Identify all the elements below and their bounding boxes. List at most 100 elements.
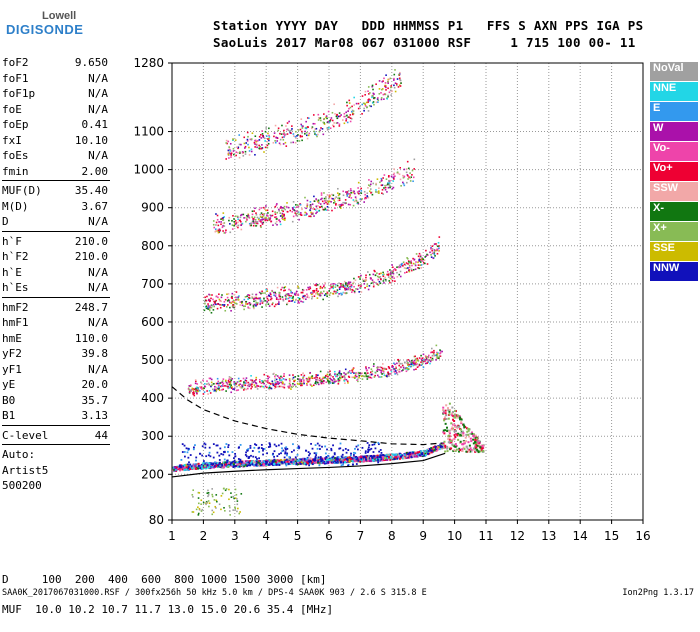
echo-point — [326, 378, 329, 381]
echo-point — [238, 460, 241, 463]
echo-point — [412, 361, 415, 364]
echo-point — [361, 198, 363, 200]
echo-point — [353, 291, 356, 294]
echo-point — [375, 101, 378, 104]
echo-point — [195, 456, 198, 459]
echo-point — [382, 93, 385, 96]
echo-point — [247, 294, 249, 296]
echo-point — [273, 291, 275, 294]
echo-point — [377, 443, 380, 446]
echo-point — [320, 127, 322, 129]
echo-point — [261, 222, 264, 224]
echo-point — [237, 226, 239, 229]
echo-point — [245, 455, 248, 458]
echo-point — [472, 434, 475, 437]
echo-point — [274, 460, 277, 463]
echo-point — [442, 408, 445, 411]
echo-point — [218, 228, 221, 231]
echo-point — [313, 452, 316, 455]
echo-point — [258, 457, 261, 460]
echo-point — [252, 220, 255, 223]
echo-point — [330, 286, 332, 289]
echo-point — [245, 303, 247, 305]
echo-point — [263, 461, 266, 464]
echo-point — [264, 300, 266, 302]
echo-point — [338, 112, 341, 114]
echo-point — [181, 468, 184, 471]
echo-point — [365, 367, 367, 370]
echo-point — [284, 447, 287, 450]
echo-point — [293, 449, 295, 452]
echo-point — [225, 142, 228, 144]
echo-point — [270, 295, 272, 298]
echo-point — [309, 201, 312, 203]
echo-point — [354, 279, 357, 282]
echo-point — [326, 373, 329, 376]
echo-point — [322, 133, 325, 136]
echo-point — [314, 128, 316, 130]
echo-point — [327, 121, 329, 123]
echo-point — [328, 288, 331, 290]
echo-point — [393, 172, 396, 175]
echo-point — [259, 297, 261, 299]
echo-point — [246, 303, 249, 305]
echo-point — [210, 385, 212, 388]
x-tick-label: 10 — [447, 529, 462, 543]
echo-point — [237, 221, 239, 224]
echo-point — [394, 269, 397, 271]
echo-point — [223, 451, 226, 454]
echo-point — [283, 129, 285, 132]
echo-point — [302, 125, 304, 127]
echo-point — [308, 132, 311, 135]
echo-point — [246, 214, 248, 217]
echo-point — [250, 148, 253, 151]
echo-point — [461, 443, 464, 446]
echo-point — [214, 389, 216, 392]
echo-point — [352, 204, 355, 207]
echo-point — [274, 141, 277, 144]
echo-point — [398, 73, 401, 75]
echo-point — [304, 130, 306, 133]
echo-point — [269, 383, 272, 385]
echo-point — [383, 455, 386, 458]
echo-point — [399, 270, 402, 273]
echo-point — [339, 283, 342, 285]
echo-point — [283, 383, 286, 386]
echo-point — [321, 197, 323, 200]
echo-point — [282, 378, 285, 380]
echo-point — [329, 373, 331, 375]
echo-point — [365, 375, 368, 378]
echo-point — [302, 376, 305, 378]
echo-point — [222, 230, 224, 232]
echo-point — [414, 363, 416, 365]
echo-point — [285, 454, 288, 457]
param-row: h`F2 210.0 — [2, 249, 110, 265]
echo-point — [370, 371, 372, 374]
echo-point — [360, 291, 363, 293]
echo-point — [281, 136, 284, 139]
echo-point — [266, 459, 269, 462]
echo-point — [366, 455, 369, 458]
echo-point — [372, 455, 375, 458]
param-key: h`E — [2, 265, 22, 279]
echo-point — [180, 458, 183, 461]
echo-point — [469, 450, 472, 453]
echo-point — [316, 297, 319, 299]
param-row: h`F 210.0 — [2, 234, 110, 250]
echo-point — [349, 288, 352, 290]
echo-point — [178, 466, 181, 469]
echo-point — [231, 292, 234, 295]
echo-point — [341, 375, 344, 378]
echo-point — [357, 372, 360, 375]
echo-point — [330, 449, 333, 452]
echo-point — [279, 132, 281, 135]
echo-point — [284, 452, 287, 455]
echo-point — [258, 220, 261, 222]
echo-point — [192, 446, 195, 449]
echo-point — [289, 385, 291, 387]
echo-point — [183, 451, 186, 453]
echo-point — [338, 199, 341, 202]
echo-point — [385, 89, 387, 91]
echo-point — [347, 286, 350, 289]
echo-point — [360, 190, 363, 192]
